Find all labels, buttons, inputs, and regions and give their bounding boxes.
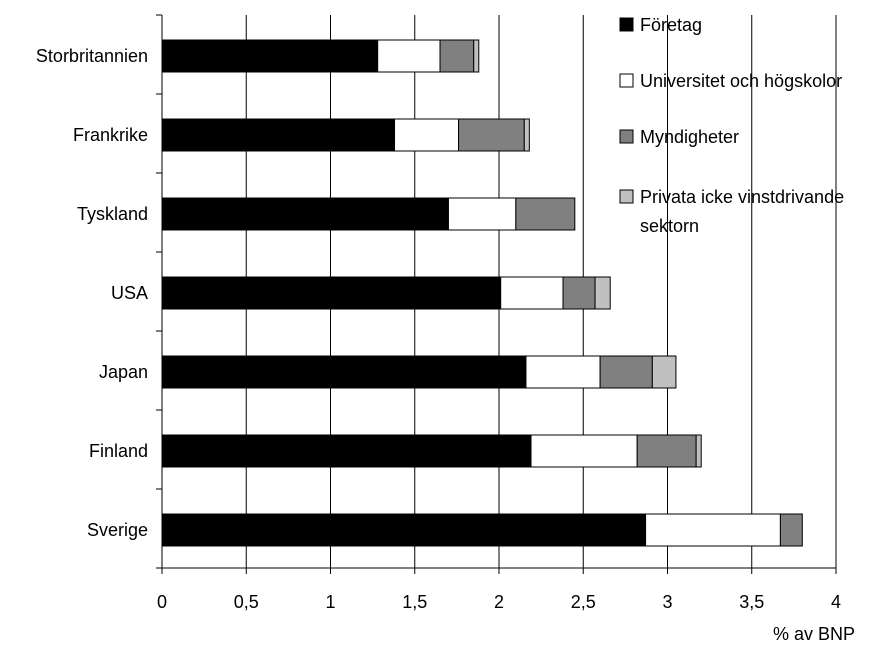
bar-segment: [161, 39, 379, 73]
x-tick-label: 2: [494, 592, 504, 612]
legend-label: Universitet och högskolor: [640, 71, 842, 91]
bar-segment: [500, 276, 564, 310]
category-label: Finland: [89, 441, 148, 461]
y-axis-labels: Storbritannien Frankrike Tyskland USA Japan F…: [36, 46, 148, 540]
legend-item: Företag: [619, 15, 702, 35]
bar-segment: [515, 197, 576, 231]
bar-segment: [161, 197, 449, 231]
category-label: Frankrike: [73, 125, 148, 145]
legend-item: Myndigheter: [619, 127, 739, 147]
bar-segment: [377, 39, 441, 73]
bar-segment: [779, 513, 803, 547]
bar-segment: [161, 355, 527, 389]
bar-segment: [473, 39, 480, 73]
bars: [161, 39, 803, 547]
bar-segment: [458, 118, 525, 152]
legend-swatch: [619, 129, 634, 144]
x-tick-label: 4: [831, 592, 841, 612]
legend-item: Universitet och högskolor: [619, 71, 842, 91]
x-axis-ticks: 0 0,5 1 1,5 2 2,5 3 3,5 4: [157, 568, 841, 612]
category-label: USA: [111, 283, 148, 303]
legend-swatch: [619, 189, 634, 204]
bar-segment: [525, 355, 601, 389]
legend-swatch: [619, 17, 634, 32]
category-label: Storbritannien: [36, 46, 148, 66]
bar-segment: [599, 355, 653, 389]
category-label: Tyskland: [77, 204, 148, 224]
bar-segment: [530, 434, 638, 468]
bar-segment: [447, 197, 517, 231]
x-axis-title: % av BNP: [773, 624, 855, 644]
x-tick-label: 1,5: [402, 592, 427, 612]
x-tick-label: 0: [157, 592, 167, 612]
bar-segment: [562, 276, 596, 310]
x-tick-label: 3,5: [739, 592, 764, 612]
bar-segment: [594, 276, 611, 310]
bar-segment: [651, 355, 677, 389]
bar-segment: [161, 513, 647, 547]
category-label: Japan: [99, 362, 148, 382]
bar-segment: [161, 276, 502, 310]
bar-segment: [636, 434, 697, 468]
bar-segment: [645, 513, 781, 547]
bar-segment: [695, 434, 702, 468]
x-tick-label: 0,5: [234, 592, 259, 612]
legend: Företag Universitet och högskolor Myndighe…: [619, 15, 844, 236]
legend-label: Privata icke vinstdrivande sektorn: [640, 187, 844, 236]
legend-swatch: [619, 73, 634, 88]
bar-segment: [523, 118, 530, 152]
legend-label: Företag: [640, 15, 702, 35]
x-tick-label: 3: [662, 592, 672, 612]
x-tick-label: 1: [325, 592, 335, 612]
bar-segment: [394, 118, 460, 152]
legend-item: Privata icke vinstdrivande sektorn: [619, 187, 844, 236]
x-tick-label: 2,5: [571, 592, 596, 612]
bar-segment: [161, 434, 532, 468]
legend-label: Myndigheter: [640, 127, 739, 147]
bar-segment: [161, 118, 396, 152]
bar-segment: [439, 39, 475, 73]
category-label: Sverige: [87, 520, 148, 540]
